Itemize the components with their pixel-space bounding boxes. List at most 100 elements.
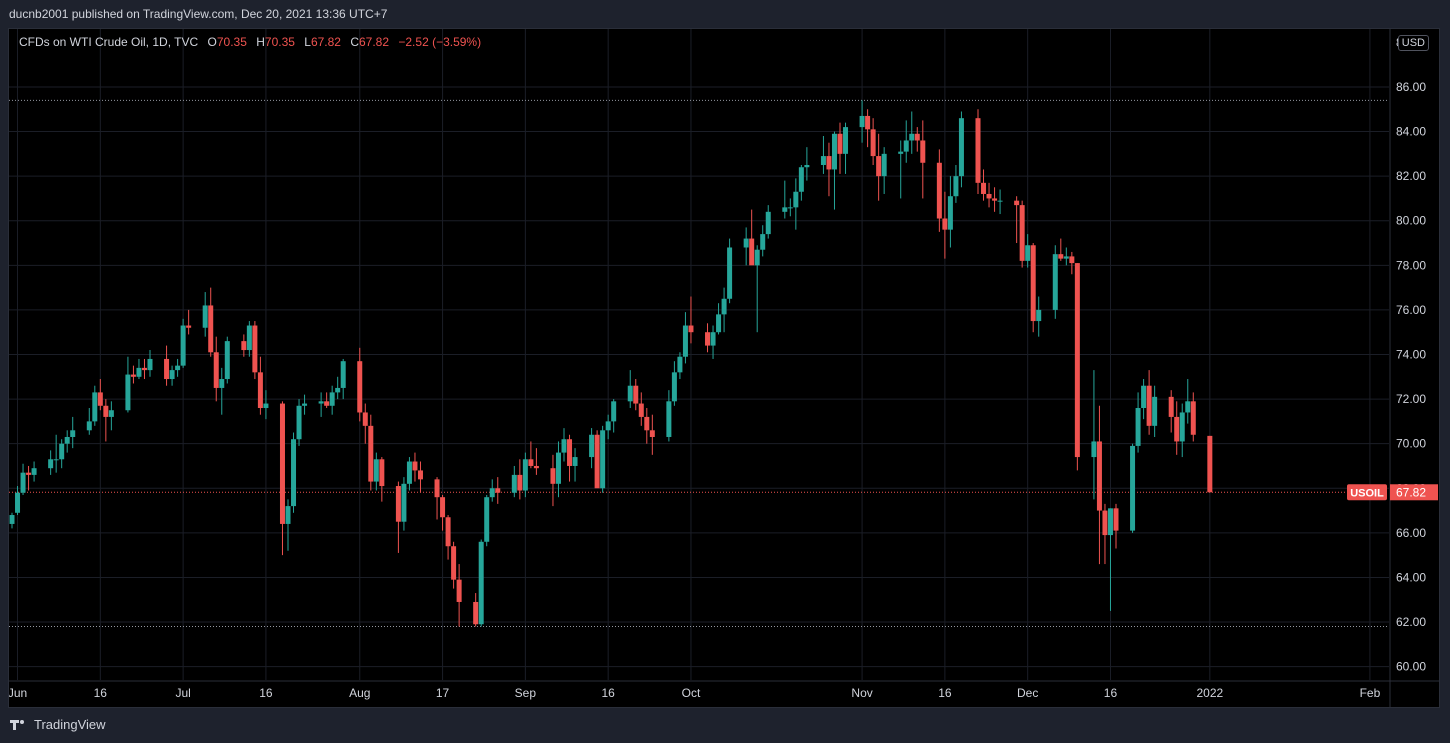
candle-down bbox=[992, 198, 998, 201]
x-tick-label: Nov bbox=[851, 686, 872, 700]
candle-up bbox=[291, 439, 297, 507]
candle-down bbox=[533, 465, 539, 469]
y-tick-label: 78.00 bbox=[1396, 258, 1426, 272]
low-label: L bbox=[304, 35, 311, 49]
y-tick-label: 82.00 bbox=[1396, 169, 1426, 183]
last-price-label: 67.82 bbox=[1396, 485, 1426, 499]
candle-up bbox=[335, 387, 341, 393]
x-tick-label: Oct bbox=[682, 686, 701, 700]
candle-up bbox=[511, 474, 517, 493]
candle-up bbox=[340, 361, 346, 388]
candle-down bbox=[130, 374, 136, 377]
candle-up bbox=[1052, 254, 1058, 310]
candle-down bbox=[936, 162, 942, 219]
candle-up bbox=[263, 403, 269, 409]
candle-down bbox=[440, 497, 446, 518]
candle-up bbox=[831, 133, 837, 170]
chart-panel[interactable]: 60.0062.0064.0066.0068.0070.0072.0074.00… bbox=[8, 28, 1440, 708]
candle-down bbox=[357, 361, 363, 413]
y-tick-label: 76.00 bbox=[1396, 303, 1426, 317]
candle-down bbox=[981, 182, 987, 194]
y-tick-label: 74.00 bbox=[1396, 348, 1426, 362]
y-tick-label: 86.00 bbox=[1396, 80, 1426, 94]
candle-up bbox=[1185, 401, 1191, 413]
chart-legend: CFDs on WTI Crude Oil, 1D, TVC O70.35 H7… bbox=[19, 35, 481, 49]
candle-down bbox=[473, 601, 479, 625]
candle-up bbox=[1036, 309, 1042, 322]
candle-down bbox=[434, 479, 440, 498]
candle-down bbox=[517, 474, 523, 491]
candle-down bbox=[633, 385, 639, 404]
candle-up bbox=[881, 153, 887, 177]
candle-up bbox=[70, 430, 76, 437]
candle-down bbox=[528, 459, 534, 466]
candle-up bbox=[716, 314, 722, 333]
symbol-badge bbox=[1347, 484, 1387, 501]
candle-down bbox=[567, 439, 573, 466]
candle-down bbox=[495, 488, 501, 493]
candle-down bbox=[826, 156, 832, 170]
candle-up bbox=[627, 385, 633, 402]
candle-down bbox=[1014, 200, 1020, 206]
candle-up bbox=[9, 515, 15, 524]
candle-up bbox=[20, 472, 26, 493]
candle-up bbox=[1107, 508, 1113, 536]
candle-up bbox=[48, 459, 54, 469]
candle-up bbox=[754, 249, 760, 266]
low-value: 67.82 bbox=[310, 35, 341, 49]
candle-down bbox=[1190, 401, 1196, 435]
candle-down bbox=[1168, 396, 1174, 417]
candle-down bbox=[1030, 245, 1036, 322]
candle-up bbox=[329, 392, 335, 406]
close-value: 67.82 bbox=[359, 35, 390, 49]
candle-up bbox=[605, 421, 611, 431]
candle-down bbox=[594, 434, 600, 489]
tradingview-logo[interactable]: TradingView bbox=[10, 717, 106, 732]
candle-up bbox=[572, 457, 578, 466]
x-tick-label: Sep bbox=[515, 686, 537, 700]
candle-up bbox=[1135, 408, 1141, 446]
candle-up bbox=[296, 405, 302, 440]
tradingview-logo-icon bbox=[10, 718, 30, 732]
candle-down bbox=[1058, 254, 1064, 259]
candle-up bbox=[53, 459, 59, 461]
candle-down bbox=[1069, 256, 1075, 264]
candle-down bbox=[876, 156, 882, 177]
candlestick-chart[interactable]: 60.0062.0064.0066.0068.0070.0072.0074.00… bbox=[9, 29, 1439, 707]
x-tick-label: Jul bbox=[175, 686, 190, 700]
open-label: O bbox=[207, 35, 217, 49]
y-tick-label: 80.00 bbox=[1396, 214, 1426, 228]
candle-down bbox=[379, 459, 385, 487]
y-tick-label: 84.00 bbox=[1396, 125, 1426, 139]
candle-up bbox=[108, 410, 114, 417]
candle-down bbox=[942, 218, 948, 230]
candle-up bbox=[666, 401, 672, 437]
candle-up bbox=[246, 325, 252, 351]
x-tick-label: Feb bbox=[1360, 686, 1381, 700]
candle-up bbox=[285, 506, 291, 524]
candle-down bbox=[103, 405, 109, 417]
candle-up bbox=[997, 200, 1003, 202]
candle-down bbox=[986, 193, 992, 199]
candle-up bbox=[555, 452, 561, 484]
candle-up bbox=[1091, 441, 1097, 458]
candle-down bbox=[164, 358, 170, 380]
candle-up bbox=[136, 367, 142, 377]
currency-button[interactable]: USD bbox=[1397, 35, 1429, 51]
x-tick-label: Dec bbox=[1017, 686, 1038, 700]
y-tick-label: 72.00 bbox=[1396, 392, 1426, 406]
x-tick-label: 2022 bbox=[1196, 686, 1223, 700]
brand-name: TradingView bbox=[34, 717, 106, 732]
candle-up bbox=[589, 434, 595, 458]
candle-down bbox=[208, 305, 214, 353]
candle-down bbox=[257, 372, 263, 409]
candle-up bbox=[64, 436, 70, 444]
candle-down bbox=[837, 133, 843, 154]
candle-up bbox=[175, 365, 181, 371]
x-tick-label: Jun bbox=[9, 686, 27, 700]
candle-up bbox=[953, 176, 959, 197]
candle-down bbox=[749, 238, 755, 266]
candle-up bbox=[760, 234, 766, 250]
candle-up bbox=[86, 421, 92, 431]
candle-up bbox=[224, 341, 230, 380]
